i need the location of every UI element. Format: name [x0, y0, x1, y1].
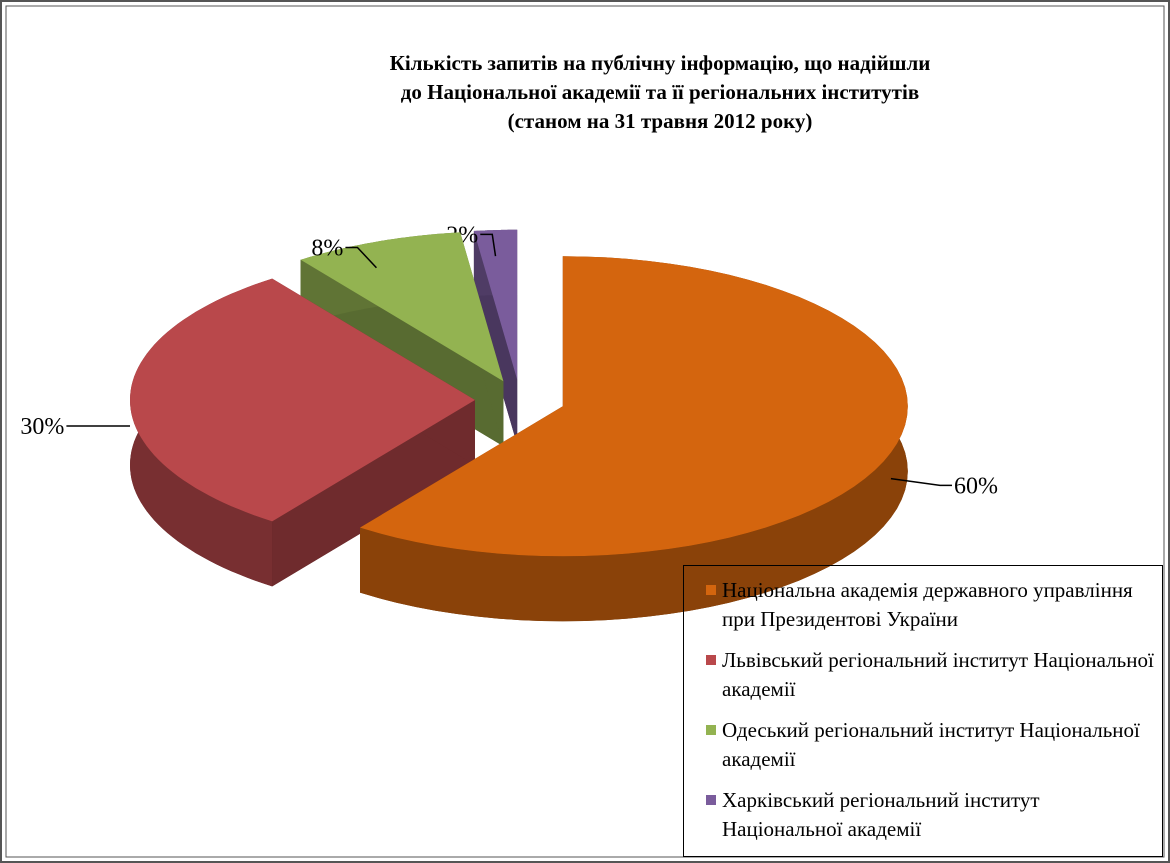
legend-label: Одеський регіональний інститут Національ… [722, 718, 1140, 771]
legend-item: Львівський регіональний інститут Націона… [706, 646, 1154, 704]
legend-label: Харківський регіональний інститут Націон… [722, 788, 1040, 841]
slice [360, 256, 908, 557]
slice-wall [272, 400, 475, 587]
data-label: 60% [954, 473, 998, 499]
data-label: 8% [311, 235, 343, 261]
chart-title: (станом на 31 травня 2012 року) [508, 109, 813, 133]
legend-swatch [706, 725, 716, 735]
chart-title: Кількість запитів на публічну інформацію… [390, 51, 931, 75]
legend-label: Національна академія державного управлін… [722, 578, 1133, 631]
legend-item: Одеський регіональний інститут Національ… [706, 716, 1154, 774]
legend-swatch [706, 585, 716, 595]
slice [360, 256, 908, 622]
slice [473, 229, 518, 380]
legend: Національна академія державного управлін… [683, 565, 1163, 857]
frame-inner [5, 5, 1165, 858]
leader-line [345, 246, 377, 269]
legend-swatch [706, 795, 716, 805]
leader-line [480, 233, 497, 257]
slice [130, 278, 475, 587]
data-label: 30% [20, 414, 64, 440]
legend-item: Харківський регіональний інститут Націон… [706, 786, 1154, 844]
slice [300, 232, 504, 382]
slice [130, 278, 475, 522]
legend-label: Львівський регіональний інститут Націона… [722, 648, 1154, 701]
legend-swatch [706, 655, 716, 665]
chart-title: до Національної академії та її регіональ… [401, 80, 919, 104]
leader-line [890, 477, 952, 487]
legend-item: Національна академія державного управлін… [706, 576, 1154, 634]
